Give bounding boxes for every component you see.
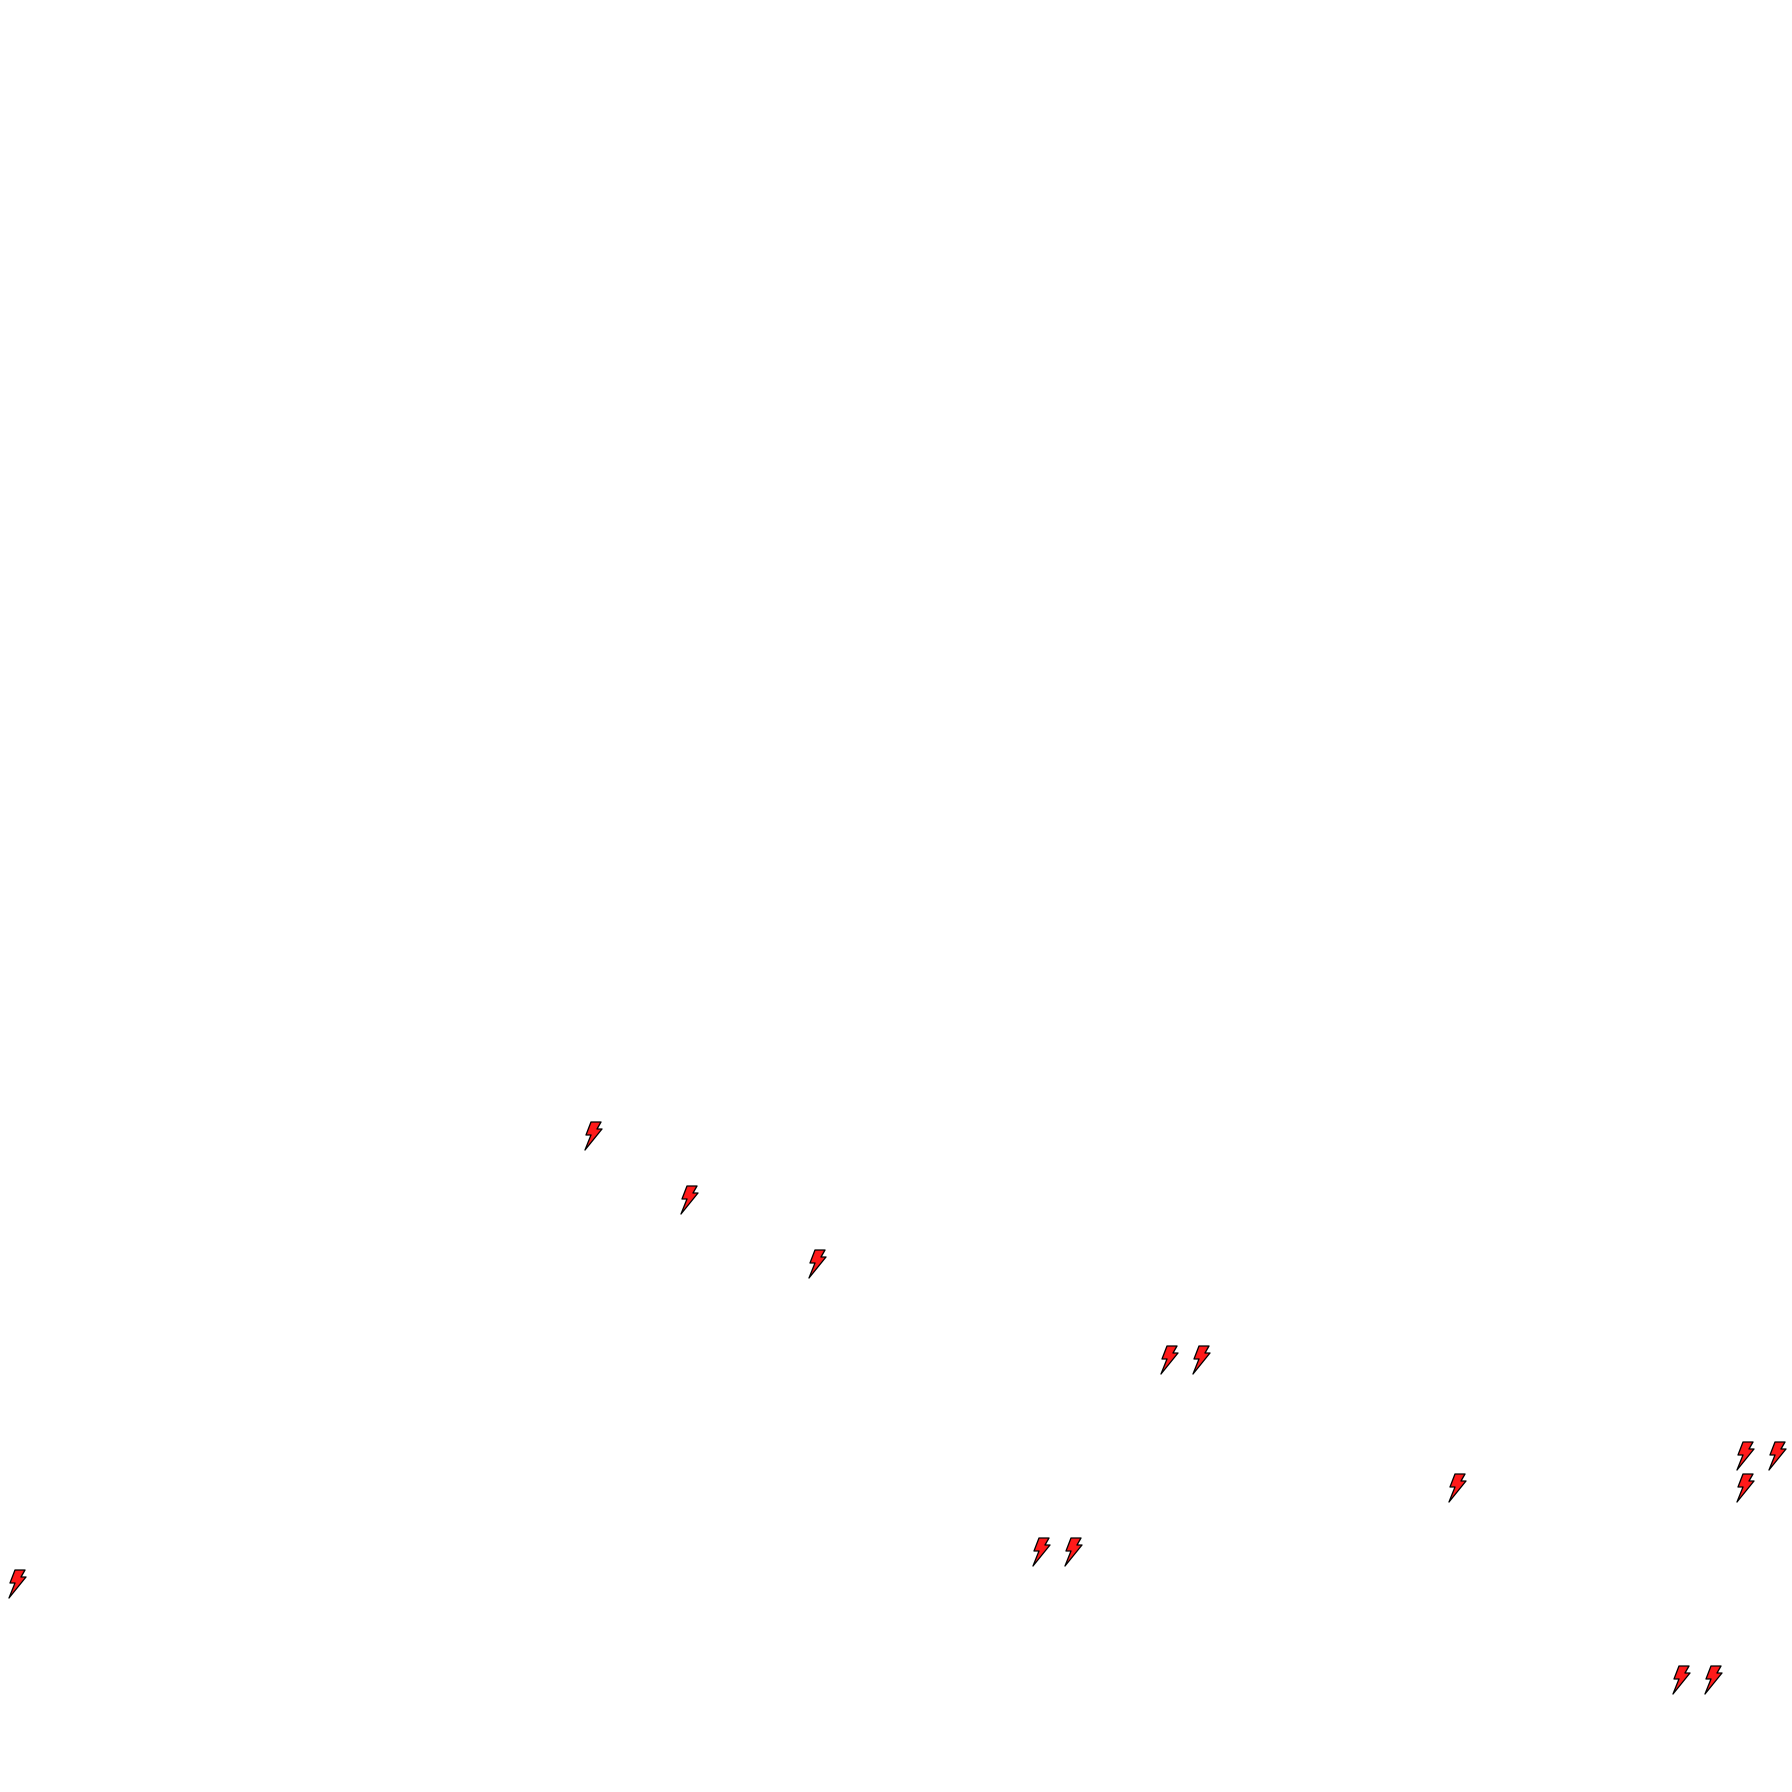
lightning-bolt-icon	[1031, 1537, 1051, 1567]
lightning-bolt-icon	[1159, 1345, 1179, 1375]
lightning-bolt-icon	[1735, 1441, 1755, 1471]
lightning-bolt-icon	[1671, 1665, 1691, 1695]
lightning-bolt-icon	[583, 1121, 603, 1151]
lightning-bolt-icon	[1735, 1473, 1755, 1503]
lightning-bolt-icon	[807, 1249, 827, 1279]
lightning-bolt-icon	[1703, 1665, 1723, 1695]
lightning-bolt-icon	[1447, 1473, 1467, 1503]
lightning-bolt-icon	[679, 1185, 699, 1215]
lightning-bolt-icon	[1767, 1441, 1787, 1471]
lightning-bolt-icon	[7, 1569, 27, 1599]
lightning-bolt-icon	[1191, 1345, 1211, 1375]
lightning-bolt-icon	[1063, 1537, 1083, 1567]
